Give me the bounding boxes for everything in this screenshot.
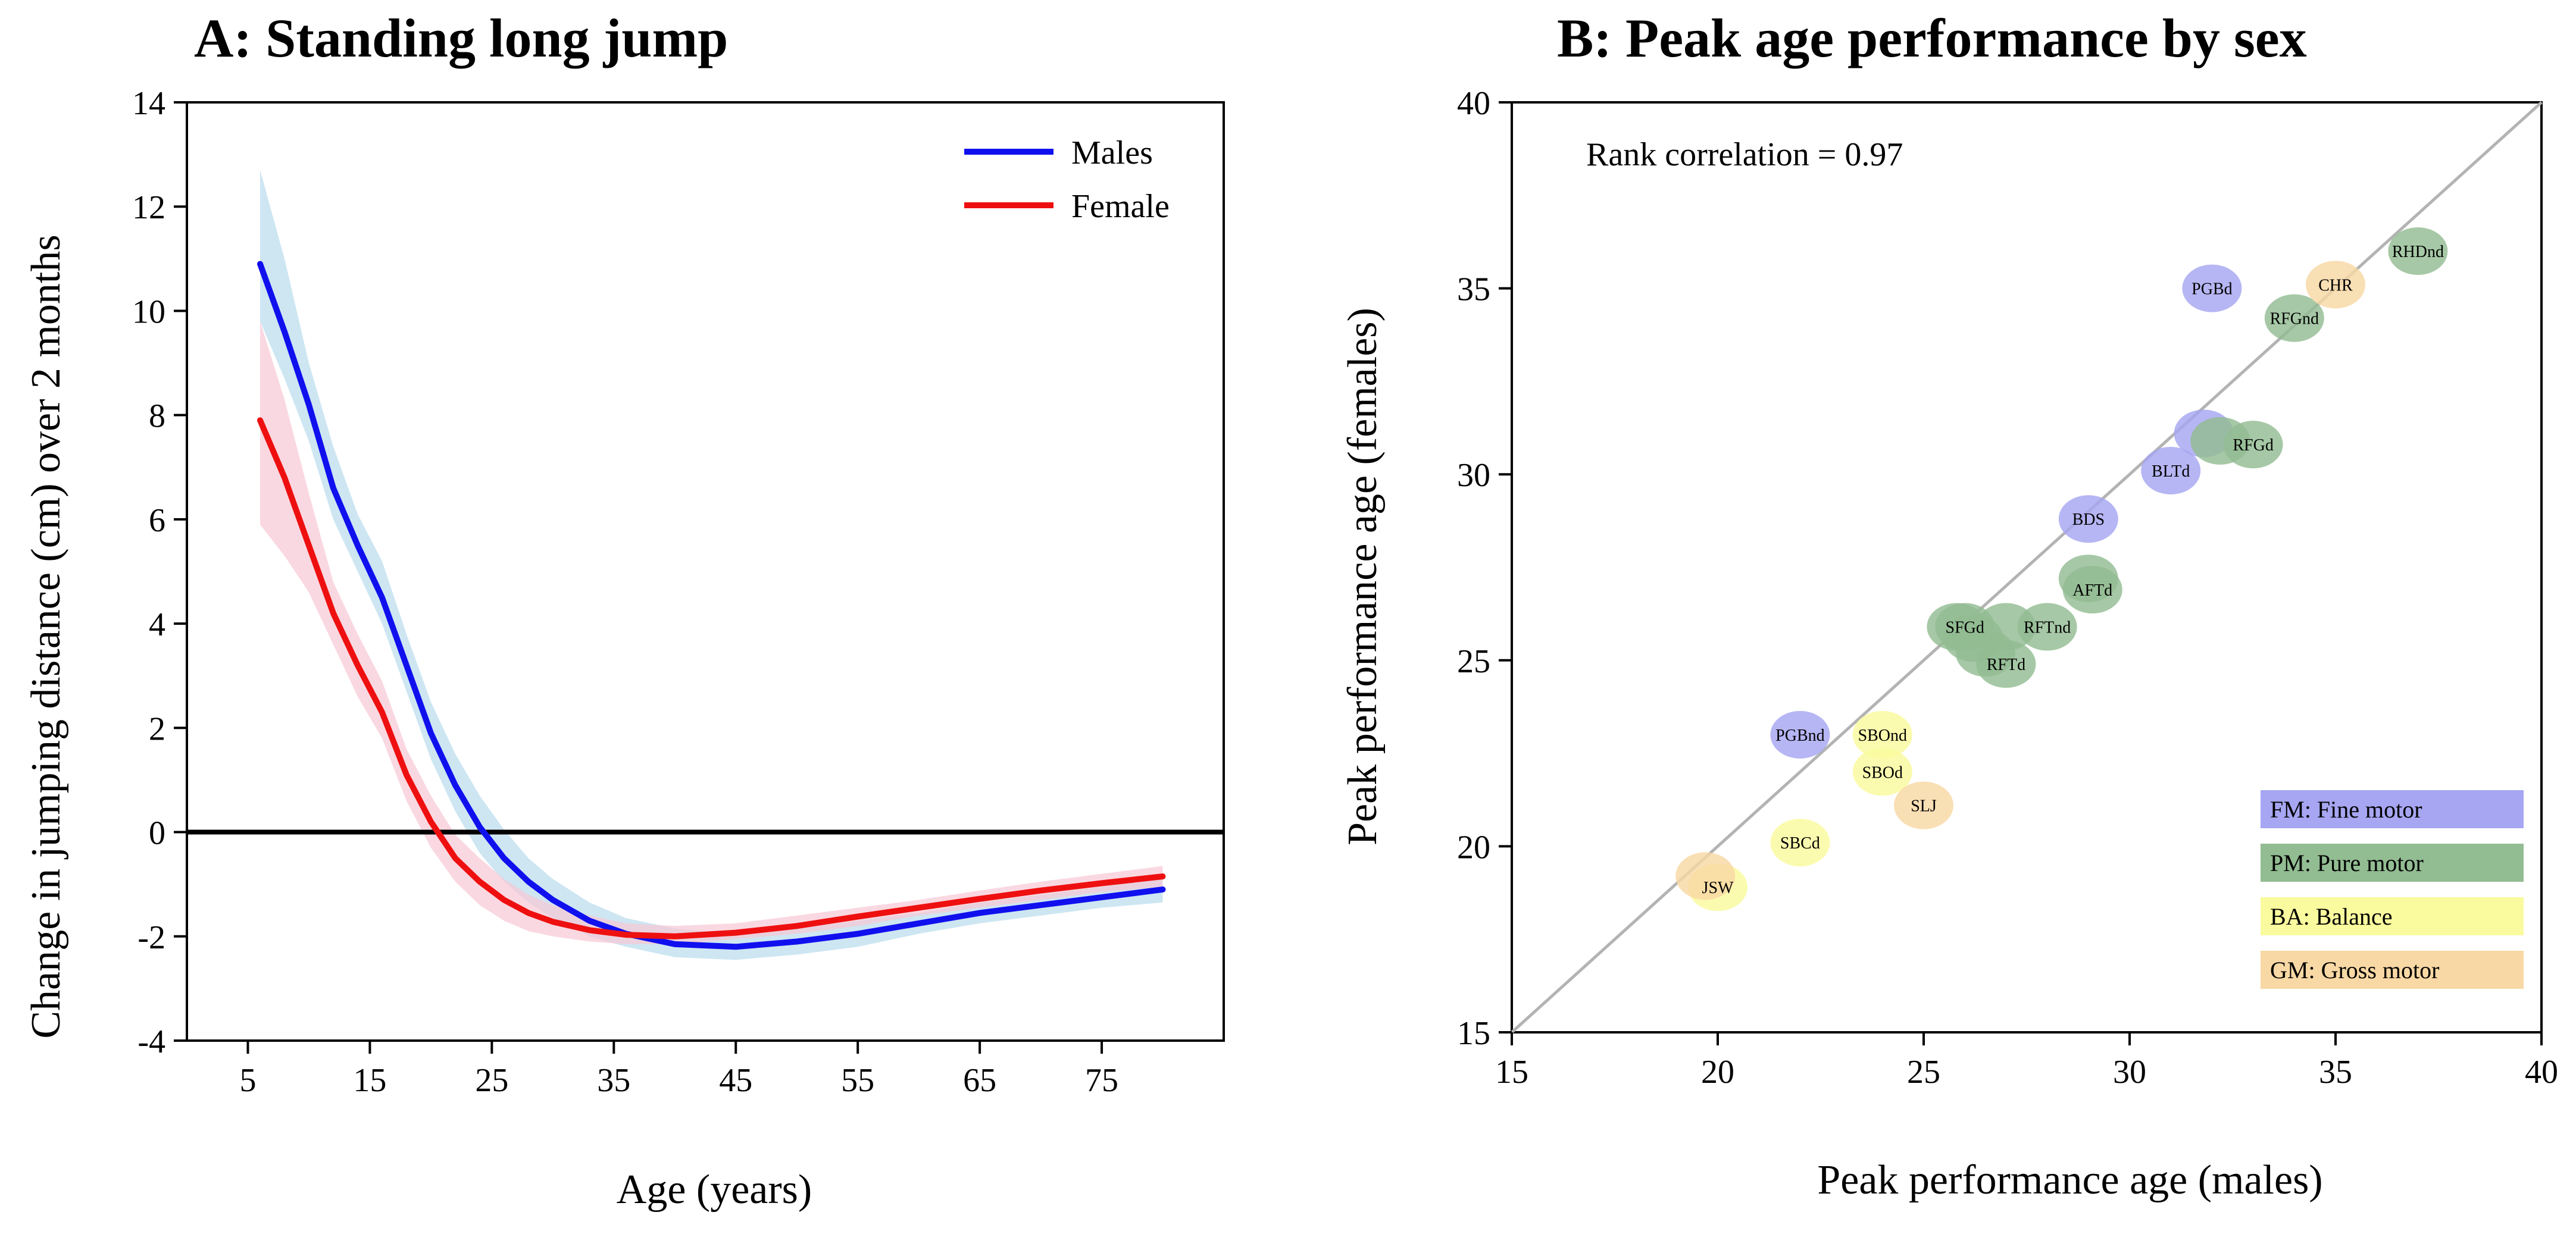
point-label-rftd: RFTd — [1987, 656, 2025, 674]
group-legend: FM: Fine motor PM: Pure motor BA: Balance G… — [2261, 790, 2524, 989]
rank-correlation-annotation: Rank correlation = 0.97 — [1586, 136, 1903, 173]
point-label-pgbd: PGBd — [2192, 280, 2232, 299]
point-label-sfgd: SFGd — [1946, 619, 1984, 637]
y-axis-ticks: 15 20 25 30 35 40 — [1457, 85, 1512, 1052]
y-tick-label: 8 — [149, 398, 165, 435]
x-tick-label: 15 — [1495, 1054, 1528, 1091]
y-axis-ticks: -4 -2 0 2 4 6 8 10 12 14 — [132, 85, 187, 1060]
y-tick-label: 20 — [1457, 829, 1490, 866]
group-legend-swatch — [2261, 897, 2524, 935]
point-label-bds: BDS — [2072, 510, 2105, 529]
panel-b-peak-age: B: Peak age performance by sex Rank corr… — [1340, 8, 2558, 1203]
scatter-point-rfgd — [2223, 421, 2283, 469]
scatter-point-rftnd — [2017, 603, 2077, 651]
point-label-sbond: SBOnd — [1858, 726, 1907, 745]
point-label-rftnd: RFTnd — [2024, 619, 2071, 637]
scatter-point-rfgnd — [2264, 294, 2324, 342]
point-label-sbod: SBOd — [1862, 763, 1903, 782]
x-tick-label: 25 — [1907, 1054, 1940, 1091]
identity-line — [1511, 101, 2543, 1033]
point-label-bltd: BLTd — [2152, 462, 2190, 481]
scatter-point-pgbnd — [1770, 710, 1830, 759]
legend-label-female: Female — [1071, 188, 1170, 225]
y-tick-label: 35 — [1457, 271, 1490, 308]
panel-a-title: A: Standing long jump — [194, 8, 728, 68]
point-label-chr: CHR — [2318, 276, 2353, 295]
scatter-point-bltd — [2141, 446, 2201, 494]
scatter-points: PGBd BLTd BDS PGBnd RHDnd RFGnd RFGd AFTd SFGd RF… — [1675, 227, 2448, 912]
point-label-sbcd: SBCd — [1780, 834, 1820, 853]
point-label-aftd: AFTd — [2072, 581, 2112, 600]
x-tick-label: 20 — [1701, 1054, 1734, 1091]
point-label-rhdnd: RHDnd — [2392, 243, 2444, 261]
group-legend-label: BA: Balance — [2270, 903, 2393, 930]
y-tick-label: 25 — [1457, 643, 1490, 680]
x-axis-ticks: 15 20 25 30 35 40 — [1495, 1032, 2558, 1091]
point-label-pgbnd: PGBnd — [1775, 726, 1824, 745]
x-tick-label: 65 — [963, 1062, 996, 1099]
panel-b-y-axis-label: Peak performance age (females) — [1340, 308, 1386, 845]
group-legend-swatch — [2261, 844, 2524, 882]
x-tick-label: 30 — [2113, 1054, 2146, 1091]
x-tick-label: 25 — [475, 1062, 508, 1099]
x-tick-label: 35 — [597, 1062, 630, 1099]
panel-b-title: B: Peak age performance by sex — [1557, 8, 2307, 68]
panel-a-y-axis-label: Change in jumping distance (cm) over 2 m… — [23, 234, 69, 1038]
panel-b-plot-frame — [1511, 101, 2543, 1033]
group-legend-swatch — [2261, 951, 2524, 989]
scatter-point-rftd — [1976, 640, 2036, 688]
point-label-jsw: JSW — [1702, 879, 1734, 897]
scatter-point-pgbd — [2182, 264, 2242, 312]
y-tick-label: -2 — [137, 919, 165, 956]
y-tick-label: 15 — [1457, 1015, 1490, 1052]
series-line-female — [257, 417, 1166, 939]
confidence-band-males — [260, 170, 1163, 960]
y-tick-label: 10 — [132, 293, 165, 330]
x-tick-label: 40 — [2525, 1054, 2558, 1091]
scatter-point — [1675, 852, 1736, 900]
y-tick-label: 40 — [1457, 85, 1490, 122]
series-line-males — [257, 261, 1166, 950]
x-tick-label: 45 — [719, 1062, 752, 1099]
scatter-point-sbond — [1852, 710, 1912, 759]
group-legend-label: PM: Pure motor — [2270, 850, 2424, 876]
scatter-point-slj — [1894, 781, 1953, 829]
series-lines — [257, 261, 1166, 950]
group-legend-swatch — [2261, 790, 2524, 828]
y-tick-label: 30 — [1457, 457, 1490, 494]
y-tick-label: 0 — [149, 815, 165, 852]
x-tick-label: 5 — [239, 1062, 256, 1099]
legend-label-males: Males — [1071, 134, 1153, 171]
x-tick-label: 75 — [1085, 1062, 1118, 1099]
x-tick-label: 55 — [841, 1062, 874, 1099]
y-tick-label: 4 — [149, 606, 165, 643]
x-axis-ticks: 5 15 25 35 45 55 65 75 — [239, 1041, 1118, 1099]
x-tick-label: 15 — [353, 1062, 386, 1099]
y-tick-label: 6 — [149, 502, 165, 539]
point-label-rfgd: RFGd — [2233, 436, 2273, 455]
point-label-rfgnd: RFGnd — [2270, 310, 2319, 328]
point-label-slj: SLJ — [1911, 797, 1937, 816]
y-tick-label: 12 — [132, 189, 165, 226]
confidence-band-female — [260, 321, 1163, 944]
scatter-point-sbod — [1852, 748, 1912, 796]
panel-a-standing-long-jump: A: Standing long jump 5 15 25 35 45 55 65 75 -4… — [23, 8, 1225, 1213]
group-legend-label: FM: Fine motor — [2270, 796, 2422, 823]
panel-a-x-axis-label: Age (years) — [617, 1167, 812, 1213]
confidence-bands — [260, 170, 1163, 960]
y-tick-label: 14 — [132, 85, 165, 122]
scatter-point-aftd — [2062, 566, 2122, 614]
scatter-point-rhdnd — [2388, 227, 2448, 275]
y-tick-label: -4 — [137, 1023, 165, 1060]
panel-b-x-axis-label: Peak performance age (males) — [1817, 1157, 2322, 1203]
scatter-point-bds — [2058, 495, 2118, 543]
panel-a-plot-frame — [186, 101, 1225, 1042]
scatter-point-chr — [2306, 261, 2365, 309]
group-legend-label: GM: Gross motor — [2270, 957, 2439, 984]
scatter-point-sbcd — [1770, 819, 1830, 867]
legend: Males Female — [964, 134, 1170, 225]
y-tick-label: 2 — [149, 710, 165, 747]
x-tick-label: 35 — [2319, 1054, 2352, 1091]
